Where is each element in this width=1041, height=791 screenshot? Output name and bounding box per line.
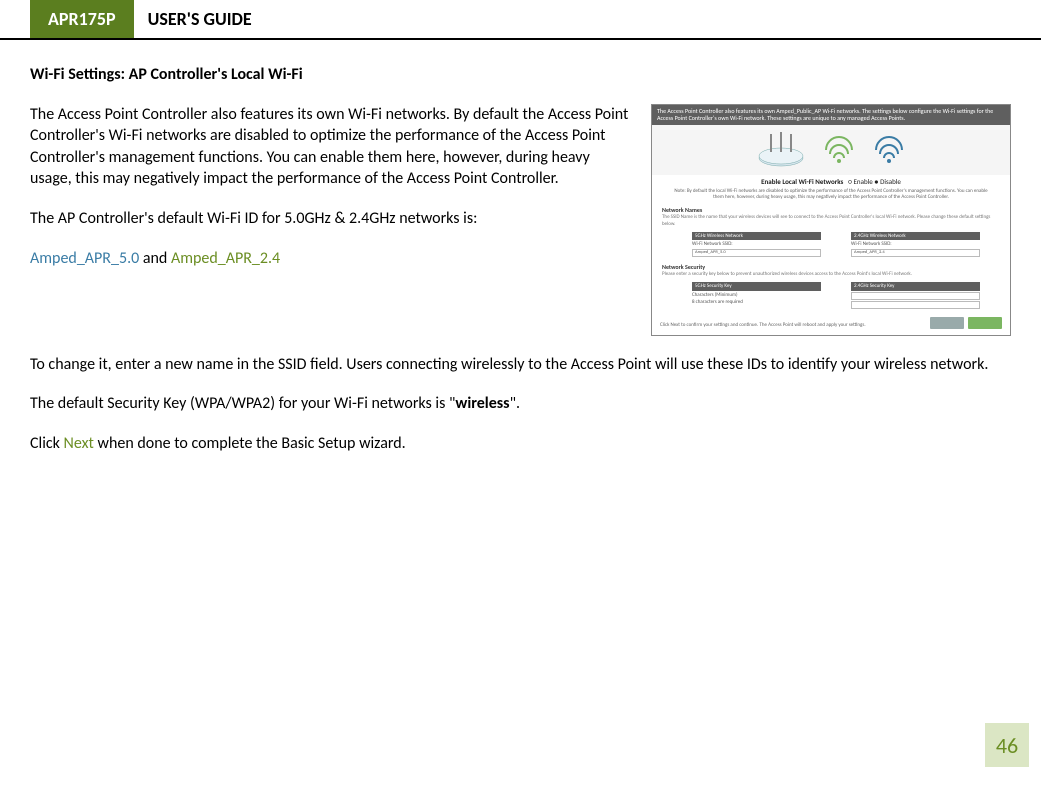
header-spacer <box>0 0 30 38</box>
thumb-ssid24-input: Amped_APR_2.4 <box>851 249 980 257</box>
thumb-row: Wi-Fi Network SSID: <box>851 241 980 248</box>
thumb-sec-sub: Please enter a security key below to pre… <box>652 271 1010 280</box>
thumb-enable-row: Enable Local Wi-Fi Networks ○ Enable ● D… <box>652 175 1010 187</box>
thumb-ssid5-input: Amped_APR_5.0 <box>692 249 821 257</box>
text-column: The Access Point Controller also feature… <box>30 104 631 336</box>
security-text-a: The default Security Key (WPA/WPA2) for … <box>30 394 455 413</box>
thumb-sec-fields: 5GHz Security Key Characters (Minimum) 8… <box>652 280 1010 313</box>
thumb-seccol-5ghz: 5GHz Security Key Characters (Minimum) 8… <box>692 282 821 309</box>
wifi-5ghz-icon <box>822 133 856 167</box>
next-text-a: Click <box>30 434 64 453</box>
security-text-b: ". <box>510 394 520 413</box>
security-key: wireless <box>455 394 509 413</box>
thumb-key24-input <box>851 292 980 300</box>
thumb-ssid-label: Wi-Fi Network SSID: <box>851 241 892 248</box>
thumb-row <box>851 301 980 309</box>
thumb-note: Note: By default the local Wi-Fi network… <box>652 188 1010 204</box>
thumb-key-label: Characters (Minimum) <box>692 292 738 299</box>
thumb-row: 8 characters are required <box>692 299 821 306</box>
page-header: APR175P USER'S GUIDE <box>0 0 1041 40</box>
thumb-hero <box>652 125 1010 176</box>
paragraph-change: To change it, enter a new name in the SS… <box>30 354 1011 376</box>
model-badge: APR175P <box>30 0 134 38</box>
thumb-next-button <box>968 317 1002 329</box>
wifi-24ghz-icon <box>872 133 906 167</box>
thumb-footer: Click Next to confirm your settings and … <box>652 313 1010 335</box>
paragraph-security: The default Security Key (WPA/WPA2) for … <box>30 393 1011 415</box>
next-text-b: when done to complete the Basic Setup wi… <box>94 434 406 453</box>
paragraph-default-id: The AP Controller's default Wi-Fi ID for… <box>30 208 631 230</box>
thumb-col-5ghz: 5GHz Wireless Network Wi-Fi Network SSID… <box>692 232 821 258</box>
next-word: Next <box>64 434 94 453</box>
page-content: Wi-Fi Settings: AP Controller's Local Wi… <box>0 40 1041 454</box>
thumb-row <box>851 292 980 300</box>
thumb-col-24ghz: 2.4GHz Wireless Network Wi-Fi Network SS… <box>851 232 980 258</box>
thumb-key-note: 8 characters are required <box>692 299 743 306</box>
thumb-col5-header: 5GHz Wireless Network <box>692 232 821 241</box>
thumb-row: Amped_APR_2.4 <box>851 249 980 257</box>
thumb-sec-label: Network Security <box>652 261 1010 271</box>
thumb-seccol24-header: 2.4GHz Security Key <box>851 282 980 291</box>
thumb-row: Amped_APR_5.0 <box>692 249 821 257</box>
body-row: The Access Point Controller also feature… <box>30 104 1011 336</box>
thumb-row: Characters (Minimum) <box>692 292 821 299</box>
page-number: 46 <box>985 723 1029 767</box>
thumb-seccol-24ghz: 2.4GHz Security Key <box>851 282 980 309</box>
guide-title: USER'S GUIDE <box>134 0 266 38</box>
thumb-names-label: Network Names <box>652 204 1010 214</box>
ssid-5ghz: Amped_APR_5.0 <box>30 249 139 268</box>
router-icon <box>756 128 806 172</box>
thumb-enable-label: Enable Local Wi-Fi Networks <box>761 177 843 186</box>
thumb-buttons <box>930 317 1002 329</box>
and-word: and <box>139 249 171 268</box>
thumb-name-fields: 5GHz Wireless Network Wi-Fi Network SSID… <box>652 230 1010 262</box>
thumb-seccol5-header: 5GHz Security Key <box>692 282 821 291</box>
thumb-row: Wi-Fi Network SSID: <box>692 241 821 248</box>
thumb-ssid-label: Wi-Fi Network SSID: <box>692 241 733 248</box>
thumb-key24-input2 <box>851 301 980 309</box>
paragraph-ssids: Amped_APR_5.0 and Amped_APR_2.4 <box>30 248 631 270</box>
paragraph-intro: The Access Point Controller also feature… <box>30 104 631 190</box>
paragraph-next: Click Next when done to complete the Bas… <box>30 433 1011 455</box>
thumb-back-button <box>930 317 964 329</box>
thumb-footer-text: Click Next to confirm your settings and … <box>660 322 930 329</box>
thumb-topbar: The Access Point Controller also feature… <box>652 105 1010 125</box>
thumb-names-sub: The SSID Name is the name that your wire… <box>652 214 1010 230</box>
section-title: Wi-Fi Settings: AP Controller's Local Wi… <box>30 64 1011 86</box>
screenshot-thumbnail: The Access Point Controller also feature… <box>651 104 1011 336</box>
ssid-24ghz: Amped_APR_2.4 <box>171 249 280 268</box>
thumb-enable-options: ○ Enable ● Disable <box>848 177 901 186</box>
thumb-col24-header: 2.4GHz Wireless Network <box>851 232 980 241</box>
